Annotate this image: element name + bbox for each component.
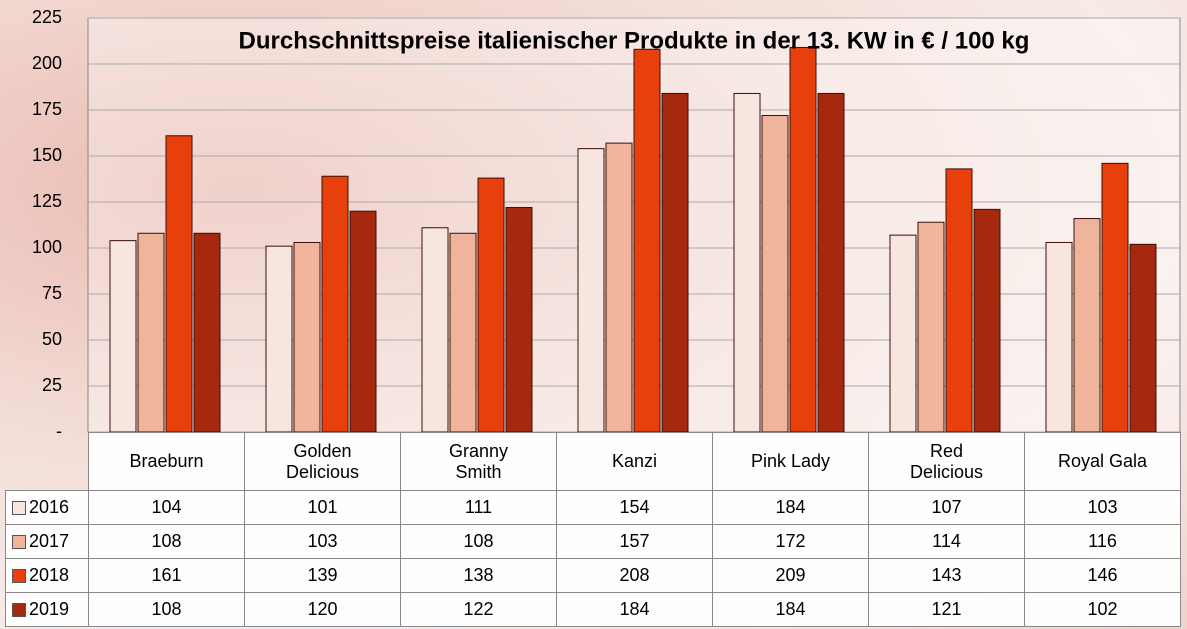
category-cell: Pink Lady (712, 432, 869, 491)
y-tick-label: 150 (32, 145, 62, 165)
category-cell: Kanzi (556, 432, 713, 491)
table-value: 139 (244, 558, 401, 593)
bar (322, 176, 348, 432)
y-tick-label: 200 (32, 53, 62, 73)
bar (1046, 242, 1072, 432)
bar (294, 242, 320, 432)
category-cell: Braeburn (88, 432, 245, 491)
table-value: 103 (244, 524, 401, 559)
table-value: 154 (556, 490, 713, 525)
category-label: Red Delicious (897, 441, 997, 483)
bar (1130, 244, 1156, 432)
table-value: 146 (1024, 558, 1181, 593)
legend-cell: 2017 (5, 524, 89, 559)
y-tick-label: 50 (42, 329, 62, 349)
bar (634, 49, 660, 432)
table-value: 172 (712, 524, 869, 559)
category-label: Braeburn (129, 451, 203, 472)
table-value: 108 (88, 524, 245, 559)
bar (734, 93, 760, 432)
legend-cell: 2016 (5, 490, 89, 525)
table-value: 104 (88, 490, 245, 525)
table-value: 122 (400, 592, 557, 627)
category-label: Royal Gala (1058, 451, 1147, 472)
table-value: 101 (244, 490, 401, 525)
table-value: 114 (868, 524, 1025, 559)
table-value: 102 (1024, 592, 1181, 627)
bar (266, 246, 292, 432)
category-label: Golden Delicious (273, 441, 373, 483)
legend-swatch (12, 569, 26, 583)
category-label: Granny Smith (429, 441, 529, 483)
table-value: 107 (868, 490, 1025, 525)
table-value: 208 (556, 558, 713, 593)
bar (422, 228, 448, 432)
bar (818, 93, 844, 432)
bar (946, 169, 972, 432)
table-value: 121 (868, 592, 1025, 627)
page: - 25 50 75 100 125 150 175 200 225 Durchschnittspr… (0, 0, 1187, 629)
y-tick-label: - (56, 421, 62, 441)
category-cell: Red Delicious (868, 432, 1025, 491)
y-tick-label: 125 (32, 191, 62, 211)
table-value: 120 (244, 592, 401, 627)
y-tick-label: 25 (42, 375, 62, 395)
table-value: 116 (1024, 524, 1181, 559)
bar (110, 241, 136, 432)
y-tick-label: 225 (32, 7, 62, 27)
table-value: 111 (400, 490, 557, 525)
table-value: 184 (556, 592, 713, 627)
bar (890, 235, 916, 432)
table-value: 161 (88, 558, 245, 593)
table-value: 184 (712, 592, 869, 627)
table-value: 143 (868, 558, 1025, 593)
category-cell: Royal Gala (1024, 432, 1181, 491)
table-value: 184 (712, 490, 869, 525)
bar (974, 209, 1000, 432)
table-value: 138 (400, 558, 557, 593)
legend-cell: 2018 (5, 558, 89, 593)
legend-label: 2019 (29, 599, 69, 620)
table-value: 157 (556, 524, 713, 559)
legend-cell: 2019 (5, 592, 89, 627)
y-tick-label: 75 (42, 283, 62, 303)
legend-swatch (12, 535, 26, 549)
y-tick-label: 175 (32, 99, 62, 119)
bar (194, 233, 220, 432)
legend-label: 2017 (29, 531, 69, 552)
legend-label: 2018 (29, 565, 69, 586)
bar (506, 208, 532, 432)
category-cell: Granny Smith (400, 432, 557, 491)
bar (762, 116, 788, 432)
chart-title: Durchschnittspreise italienischer Produk… (239, 27, 1030, 54)
bar (1102, 163, 1128, 432)
bar (918, 222, 944, 432)
bar (166, 136, 192, 432)
bar (662, 93, 688, 432)
category-cell: Golden Delicious (244, 432, 401, 491)
bar (606, 143, 632, 432)
legend-swatch (12, 501, 26, 515)
category-label: Pink Lady (751, 451, 830, 472)
category-label: Kanzi (612, 451, 657, 472)
bar (790, 47, 816, 432)
bar (138, 233, 164, 432)
legend-label: 2016 (29, 497, 69, 518)
table-value: 209 (712, 558, 869, 593)
table-value: 108 (400, 524, 557, 559)
bar (1074, 219, 1100, 432)
bar (578, 149, 604, 432)
legend-swatch (12, 603, 26, 617)
table-value: 103 (1024, 490, 1181, 525)
bar (478, 178, 504, 432)
bar (350, 211, 376, 432)
y-tick-label: 100 (32, 237, 62, 257)
bar (450, 233, 476, 432)
table-value: 108 (88, 592, 245, 627)
